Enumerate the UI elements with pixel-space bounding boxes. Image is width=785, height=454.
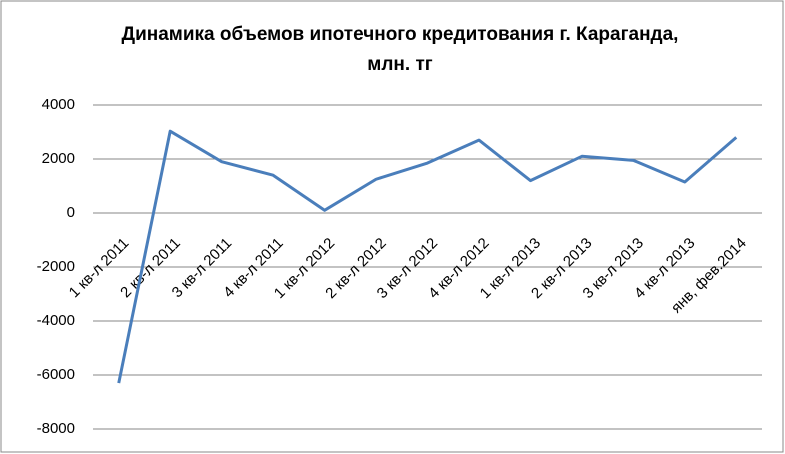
y-tick-label: -6000	[37, 366, 75, 383]
y-tick-label: 2000	[42, 150, 75, 167]
y-tick-label: 0	[67, 204, 75, 221]
chart-title: Динамика объемов ипотечного кредитования…	[121, 24, 679, 75]
line-series	[117, 129, 738, 384]
y-tick-label: -4000	[37, 312, 75, 329]
y-tick-label: 4000	[42, 96, 75, 113]
y-tick-label: -8000	[37, 420, 75, 437]
y-tick-label: -2000	[37, 258, 75, 275]
